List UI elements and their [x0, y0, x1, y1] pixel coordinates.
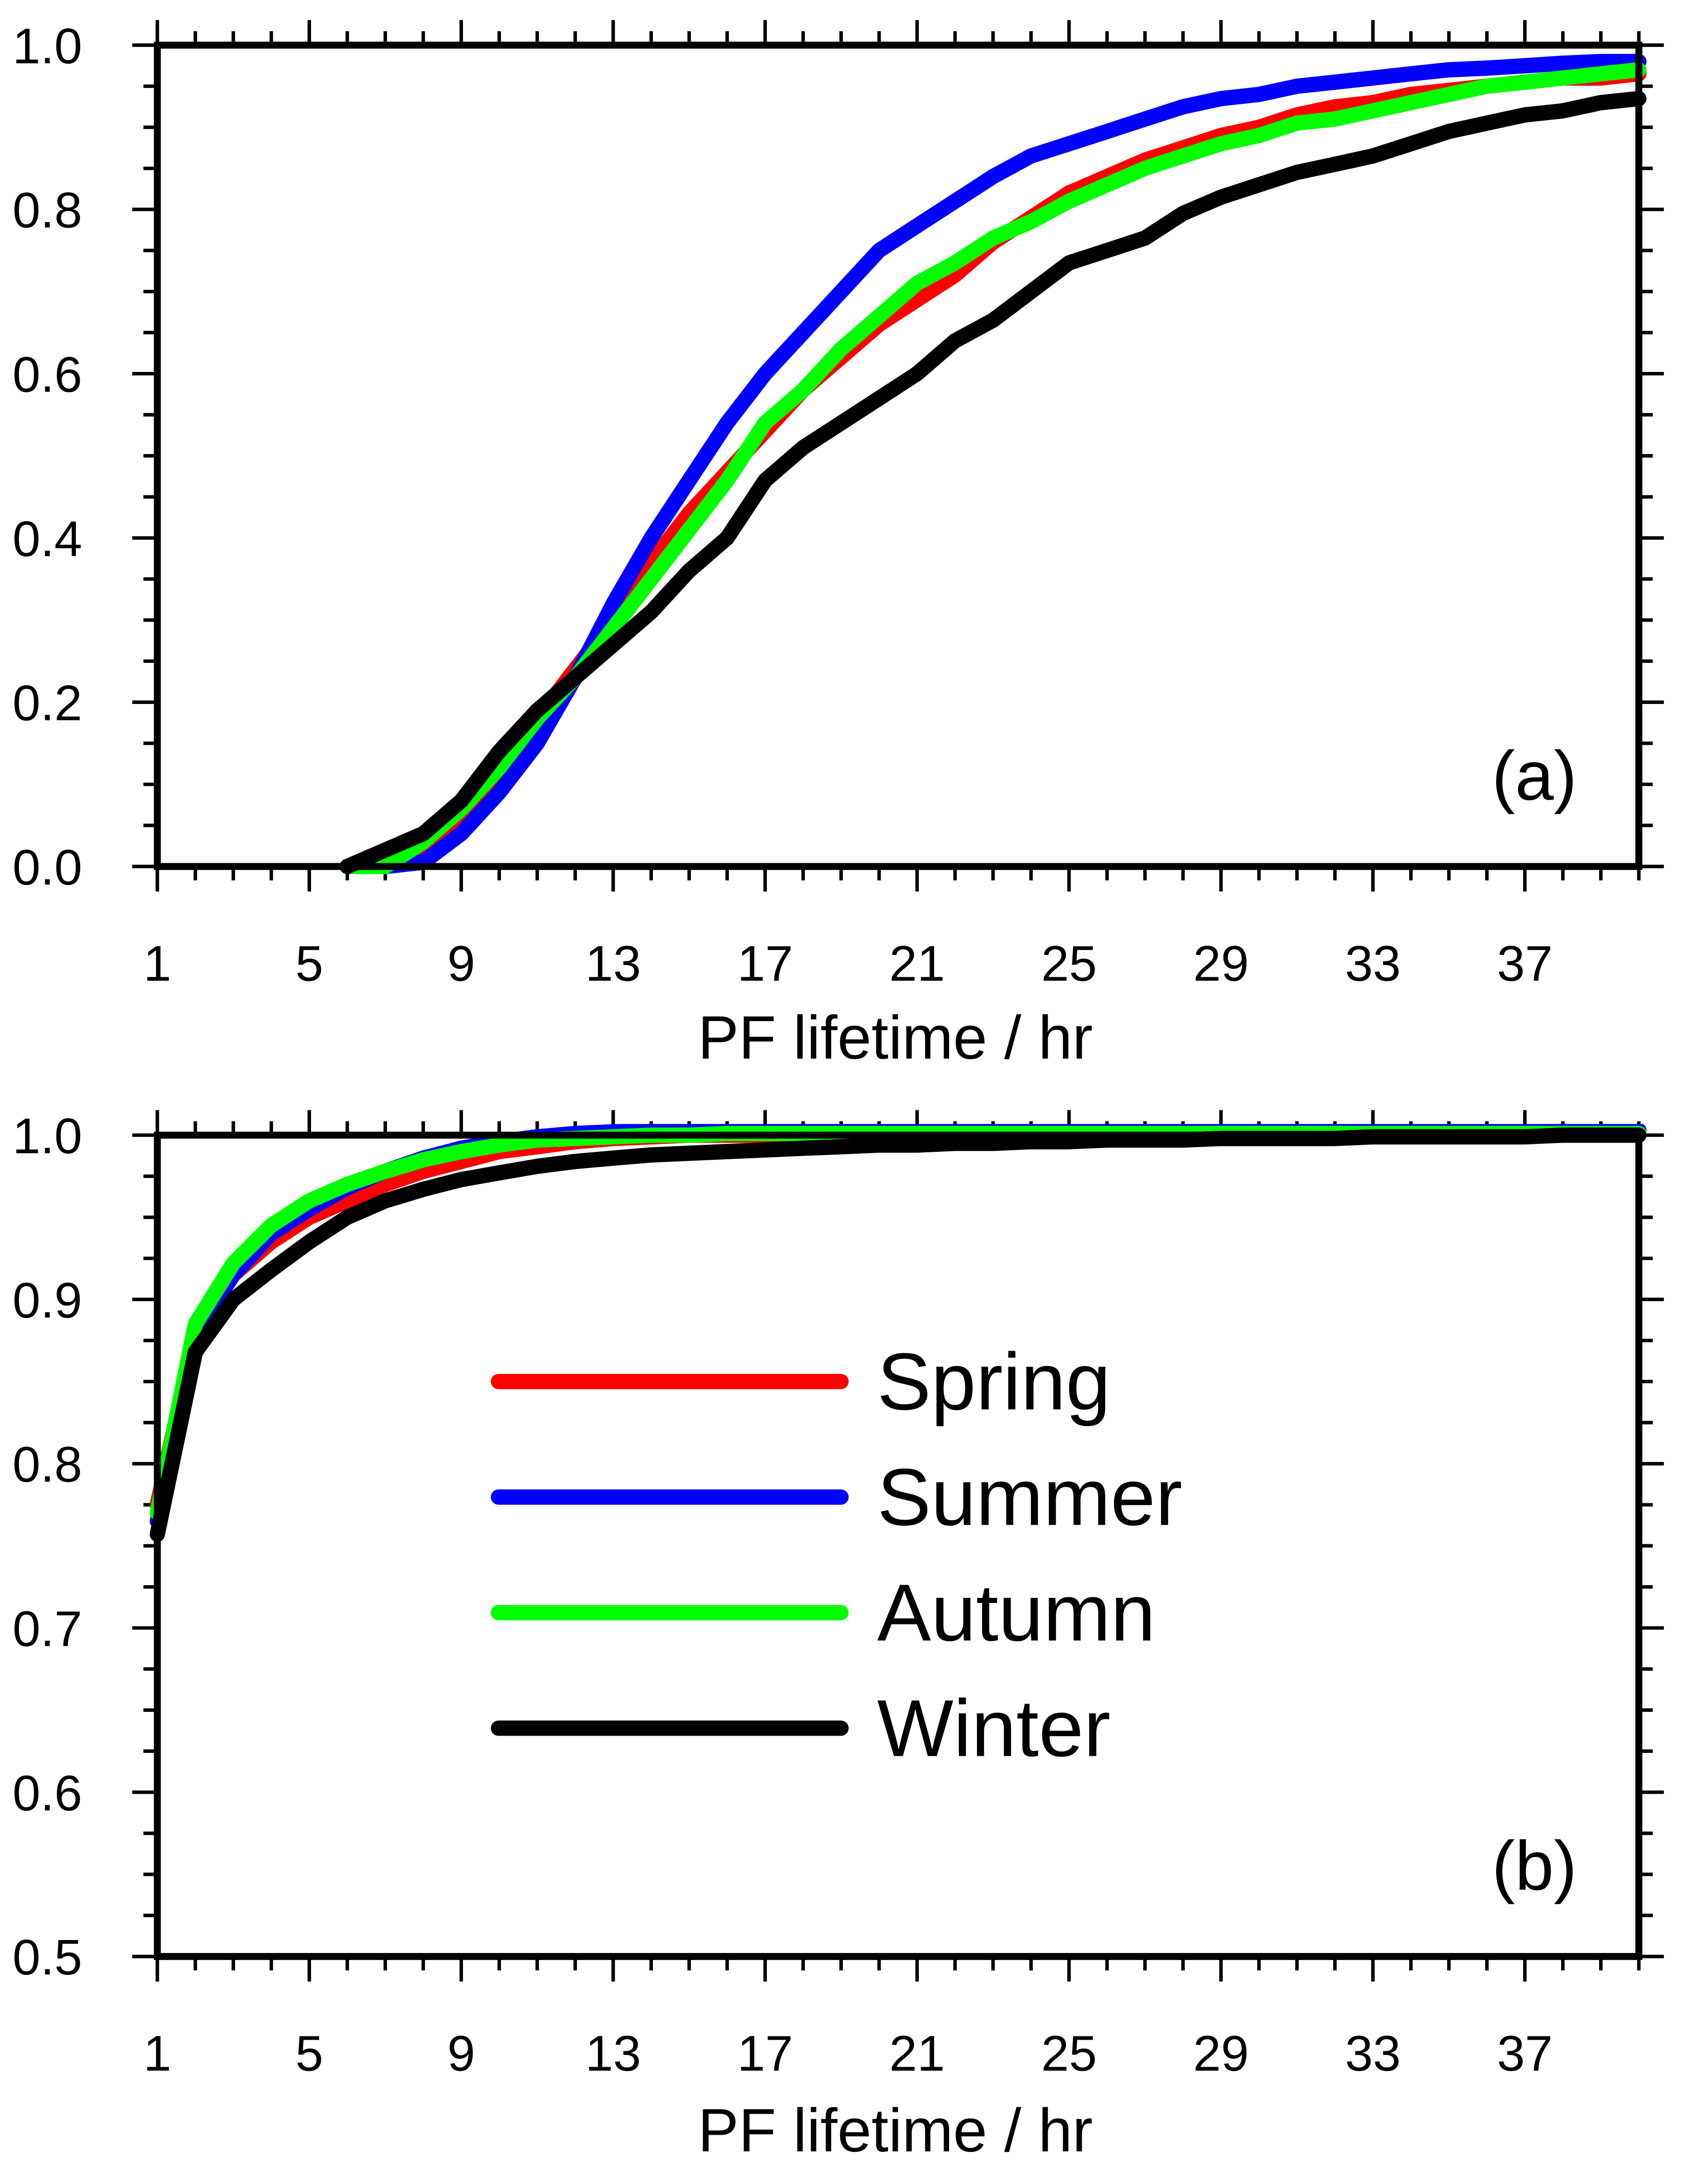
y-tick-label: 0.8 [13, 183, 82, 238]
y-tick-label: 1.0 [13, 18, 82, 74]
legend-label-summer: Summer [877, 1452, 1182, 1542]
x-tick-label: 25 [1041, 2026, 1097, 2082]
series-line-winter [339, 91, 1647, 874]
x-tick-label: 17 [737, 2026, 793, 2082]
x-tick-label: 5 [295, 2026, 323, 2082]
x-tick-label: 9 [448, 2026, 475, 2082]
y-tick-label: 0.9 [13, 1272, 82, 1328]
x-tick-label: 33 [1345, 935, 1401, 991]
y-tick-label: 1.0 [13, 1108, 82, 1164]
x-tick-label: 29 [1193, 2026, 1249, 2082]
plot-frame [154, 1131, 1642, 1960]
legend-label-winter: Winter [877, 1683, 1111, 1773]
series-group [339, 54, 1647, 874]
legend: Spring Summer Autumn Winter [490, 1336, 1182, 1773]
legend-label-autumn: Autumn [877, 1568, 1156, 1658]
y-tick-label: 0.0 [13, 839, 82, 895]
x-tick-label: 37 [1497, 935, 1553, 991]
y-tick-label: 0.8 [13, 1437, 82, 1493]
y-tick-label: 0.6 [13, 1765, 82, 1821]
x-axis-label: PF lifetime / hr [698, 1003, 1093, 1072]
y-tick-label: 0.2 [13, 675, 82, 731]
x-tick-label: 37 [1497, 2026, 1553, 2082]
x-tick-label: 25 [1041, 935, 1097, 991]
x-tick-label: 1 [143, 935, 171, 991]
x-tick-label: 21 [889, 2026, 945, 2082]
x-tick-label: 33 [1345, 2026, 1401, 2082]
panel-label: (a) [1492, 737, 1577, 815]
x-tick-label: 13 [585, 2026, 641, 2082]
y-tick-label: 0.7 [13, 1601, 82, 1657]
x-tick-label: 21 [889, 935, 945, 991]
panel-a: 1 5 9 13 17 21 25 29 33 37 0.0 0.2 0.4 0.6 0.8 1.0 PF li… [13, 18, 1664, 1072]
plot-frame [154, 41, 1642, 870]
x-tick-label: 5 [295, 935, 323, 991]
panel-b: 1 5 9 13 17 21 25 29 33 37 0.5 0.6 0.7 0.8 0.9 1.0 PF li… [13, 1108, 1664, 2164]
x-tick-label: 17 [737, 935, 793, 991]
series-line-summer [339, 54, 1647, 874]
x-tick-label: 13 [585, 935, 641, 991]
legend-label-spring: Spring [877, 1336, 1111, 1427]
x-tick-label: 29 [1193, 935, 1249, 991]
y-tick-label: 0.5 [13, 1929, 82, 1985]
panel-label: (b) [1492, 1827, 1577, 1905]
x-tick-label: 1 [143, 2026, 171, 2082]
x-axis-label: PF lifetime / hr [698, 2096, 1093, 2164]
y-tick-label: 0.6 [13, 346, 82, 402]
series-line-spring [149, 1127, 1647, 1513]
x-tick-label: 9 [448, 935, 475, 991]
y-tick-label: 0.4 [13, 511, 82, 567]
